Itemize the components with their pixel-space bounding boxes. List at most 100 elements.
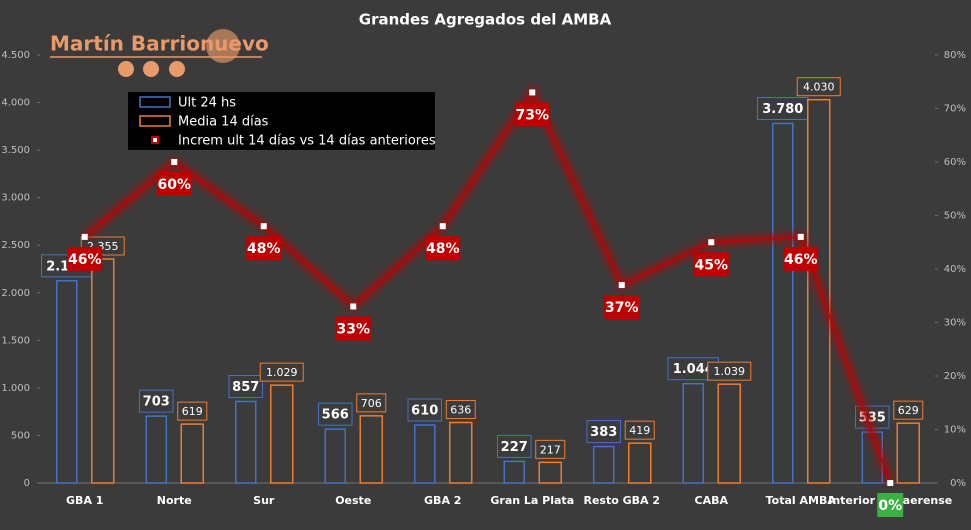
legend-label: Increm ult 14 días vs 14 días anteriores [178,134,436,149]
value-label-box [535,439,566,459]
value-label-box [259,362,304,382]
value-label: 706 [361,397,382,410]
value-label: 619 [182,405,203,418]
watermark: Martín Barrionuevo [50,29,269,77]
value-label-box [177,401,208,421]
x-tick-label: CABA [695,494,729,507]
marker [350,303,357,310]
value-label-box [586,420,621,444]
y2-tick-label: 10% [944,425,966,436]
legend-swatch [139,115,171,127]
value-label-box [407,398,442,422]
value-label-box [246,236,282,261]
y-tick-label: 4.500 [1,50,30,61]
value-label-box [318,402,353,426]
bar [896,422,920,484]
legend-label: Ult 24 hs [178,96,236,111]
marker [618,282,625,289]
y2-tick-label: 30% [944,318,966,329]
bar [503,460,525,484]
value-label-box [783,246,819,271]
line [84,90,892,484]
value-label-box [67,246,103,271]
y-tick-label: 500 [11,430,30,441]
x-tick-label: Norte [157,494,192,507]
value-label-box [796,77,841,97]
twitter-icon [143,61,159,77]
watermark-text: Martín Barrionuevo [50,32,269,56]
value-label-box [139,389,174,413]
value-label-box [425,236,461,261]
value-label: 46% [68,252,102,268]
bar [449,421,473,484]
x-tick-label: Resto GBA 2 [583,494,660,507]
marker [887,480,894,486]
bar [56,280,78,484]
value-label-box [445,400,476,420]
y2-tick-label: 40% [944,264,966,275]
value-label-box [514,102,550,127]
value-label: 217 [540,443,561,456]
value-label-box [356,393,387,413]
bar [593,445,615,484]
value-label-box [604,295,640,320]
y-tick-label: 4.000 [1,98,30,109]
facebook-icon [118,61,134,77]
value-label: 703 [143,395,170,410]
legend-swatch [151,136,159,144]
bar [180,423,204,484]
y2-tick-label: 20% [944,371,966,382]
chart-title: Grandes Agregados del AMBA [359,11,612,29]
bar [324,428,346,484]
bar [91,258,115,484]
value-label-box [693,252,729,277]
marker [529,89,536,96]
y-tick-label: 2.500 [1,240,30,251]
bar [807,98,831,484]
value-label: 629 [898,404,919,417]
legend-swatch [139,96,171,108]
value-label-box [228,374,263,398]
y2-tick-label: 50% [944,211,966,222]
value-label: 48% [247,241,281,257]
value-label: 3.780 [762,102,803,117]
y2-tick-label: 60% [944,157,966,168]
value-label: 1.029 [266,366,298,379]
y-tick-label: 0 [24,478,30,489]
value-label-box [877,493,904,517]
value-label-box [497,434,532,458]
value-label: 37% [605,300,639,316]
y-tick-label: 1.000 [1,383,30,394]
marker [260,223,267,230]
bar [628,442,652,484]
value-label: 636 [450,404,471,417]
x-tick-label: Total AMBA [766,494,837,507]
value-label: 0% [878,498,902,514]
value-label: 1.039 [714,365,746,378]
y-tick-label: 1.500 [1,335,30,346]
bar [717,383,741,484]
bar [235,400,257,484]
x-tick-label: Gran La Plata [490,494,574,507]
value-label: 610 [411,403,438,418]
bar [414,424,436,484]
value-label: 1.044 [673,362,714,377]
y2-tick-label: 80% [944,50,966,61]
value-label: 60% [157,177,191,193]
value-label: 383 [590,425,617,440]
y2-tick-label: 0% [950,478,966,489]
x-tick-label: GBA 1 [66,494,103,507]
y2-tick-label: 70% [944,104,966,115]
marker [439,223,446,230]
value-label: 45% [694,257,728,273]
legend: Ult 24 hs Media 14 días Increm ult 14 días… [128,92,436,150]
watermark-sun [206,29,240,63]
value-label: 227 [501,440,528,455]
marker [81,233,88,240]
legend-label: Media 14 días [178,115,269,130]
x-tick-label: Sur [253,494,275,507]
value-label-box [335,316,371,341]
value-label-box [707,361,752,381]
value-label-box [624,420,655,440]
